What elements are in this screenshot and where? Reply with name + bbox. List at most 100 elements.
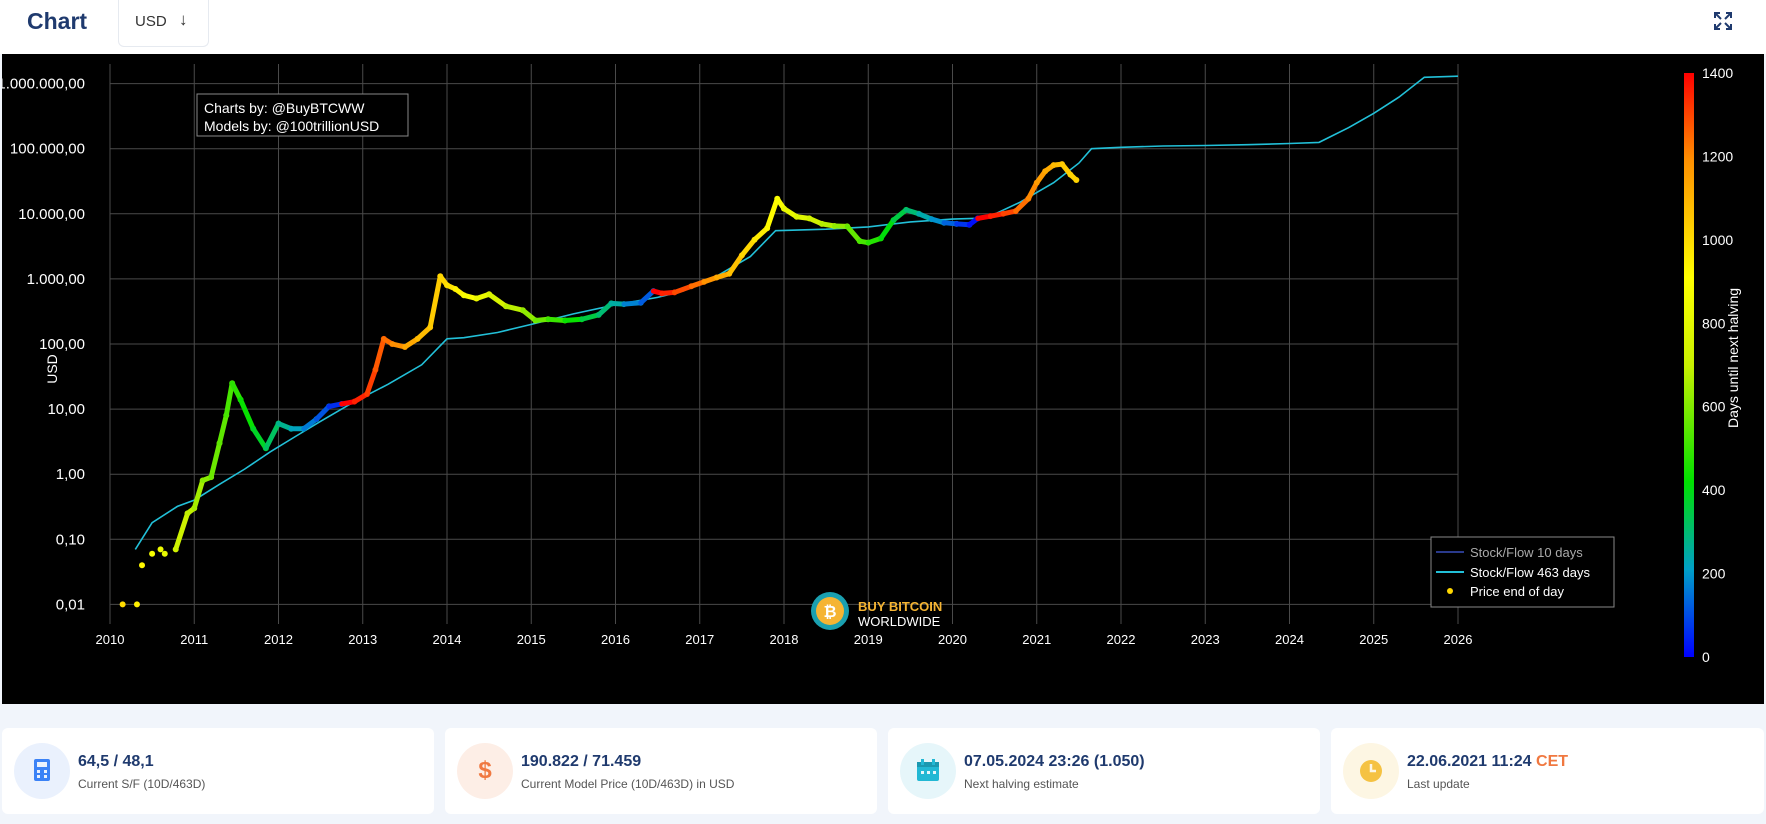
- series-stock-flow-463: [134, 75, 1459, 550]
- price-point: [149, 550, 156, 557]
- price-segment: [229, 380, 244, 403]
- y-tick-label: 100.000,00: [10, 141, 85, 158]
- x-tick-label: 2018: [770, 632, 799, 647]
- colorbar: 0 200 400 600 800 1000 1200 1400 Days until nex…: [1684, 65, 1741, 665]
- stats-cards: 64,5 / 48,1 Current S/F (10D/463D) $ 190…: [0, 718, 1766, 824]
- fullscreen-icon[interactable]: [1712, 10, 1734, 32]
- x-tick-label: 2011: [180, 632, 208, 647]
- x-tick-label: 2016: [601, 632, 630, 647]
- price-segment: [844, 223, 863, 244]
- clock-icon: [1343, 743, 1399, 799]
- price-segment: [217, 412, 229, 446]
- colorbar-ticks: 0 200 400 600 800 1000 1200 1400: [1702, 65, 1733, 665]
- top-bar: Chart USD ↓: [0, 0, 1766, 54]
- bitcoin-logo-icon: ₿: [811, 592, 849, 630]
- y-axis-label: USD: [44, 354, 60, 384]
- series-price-end-of-day: [119, 161, 1080, 608]
- x-tick-label: 2026: [1444, 632, 1473, 647]
- x-tick-label: 2020: [938, 632, 967, 647]
- x-tick-label: 2024: [1275, 632, 1304, 647]
- price-segment: [238, 397, 256, 432]
- price-point: [119, 601, 126, 608]
- colorbar-tick-label: 400: [1702, 482, 1726, 498]
- card-next-halving: 07.05.2024 23:26 (1.050) Next halving es…: [888, 728, 1320, 814]
- y-axis: 0,01 0,10 1,00 10,00 100,00 1.000,00 10.000,00…: [2, 76, 85, 614]
- colorbar-tick-label: 1200: [1702, 148, 1733, 164]
- price-point: [139, 562, 146, 569]
- price-segment: [427, 273, 443, 330]
- price-segment: [372, 336, 387, 373]
- y-tick-label: 100,00: [39, 336, 85, 353]
- dollar-icon: $: [457, 743, 513, 799]
- x-tick-label: 2022: [1107, 632, 1136, 647]
- credits-box: Charts by: @BuyBTCWW Models by: @100tril…: [196, 93, 409, 137]
- y-tick-label: 0,01: [56, 596, 85, 613]
- price-segment: [191, 478, 206, 511]
- legend-swatch-price: [1447, 588, 1453, 594]
- x-tick-label: 2015: [517, 632, 546, 647]
- price-segment: [364, 367, 378, 397]
- current-sf-label: Current S/F (10D/463D): [78, 777, 206, 791]
- chart-grid: [109, 64, 1459, 624]
- chart-area: 2010 2011 2012 2013 2014 2015 2016 2017 2018 2019…: [2, 54, 1764, 704]
- card-last-update: 22.06.2021 11:24 CET Last update: [1331, 728, 1764, 814]
- colorbar-tick-label: 200: [1702, 566, 1726, 582]
- x-tick-label: 2017: [685, 632, 714, 647]
- y-tick-label: 1,00: [56, 466, 85, 483]
- x-axis: 2010 2011 2012 2013 2014 2015 2016 2017 2018 2019…: [96, 632, 1473, 647]
- price-segment: [739, 237, 758, 258]
- arrow-down-icon: ↓: [179, 10, 188, 29]
- currency-select-label: USD: [135, 13, 167, 30]
- watermark: ₿ BUY BITCOIN WORLDWIDE: [811, 592, 942, 630]
- price-segment: [764, 196, 780, 231]
- model-price-value: 190.822 / 71.459: [521, 753, 642, 770]
- y-tick-label: 10.000,00: [18, 206, 85, 223]
- colorbar-tick-label: 0: [1702, 649, 1710, 665]
- price-segment: [173, 510, 191, 552]
- y-tick-label: 10,00: [47, 401, 85, 418]
- x-tick-label: 2025: [1359, 632, 1388, 647]
- chart-canvas: 2010 2011 2012 2013 2014 2015 2016 2017 2018 2019…: [2, 64, 1741, 665]
- y-tick-label: 1.000,00: [27, 271, 85, 288]
- last-update-label: Last update: [1407, 777, 1470, 791]
- last-update-value: 22.06.2021 11:24 CET: [1407, 753, 1569, 770]
- credits-models: Models by: @100trillionUSD: [204, 118, 379, 134]
- watermark-line2: WORLDWIDE: [858, 614, 941, 629]
- colorbar-tick-label: 800: [1702, 315, 1726, 331]
- x-tick-label: 2010: [96, 632, 125, 647]
- watermark-line1: BUY BITCOIN: [858, 599, 942, 614]
- price-point: [157, 546, 164, 553]
- colorbar-label: Days until next halving: [1725, 288, 1741, 428]
- svg-text:₿: ₿: [823, 603, 836, 621]
- page-title: Chart: [27, 8, 88, 34]
- price-point: [133, 601, 140, 608]
- currency-select[interactable]: USD ↓: [118, 0, 209, 47]
- sf463-line: [134, 75, 1459, 550]
- timezone-label: CET: [1536, 753, 1569, 770]
- credits-charts: Charts by: @BuyBTCWW: [204, 100, 365, 116]
- next-halving-label: Next halving estimate: [964, 777, 1079, 791]
- current-sf-value: 64,5 / 48,1: [78, 753, 154, 770]
- x-tick-label: 2014: [433, 632, 462, 647]
- x-tick-label: 2021: [1022, 632, 1051, 647]
- model-price-label: Current Model Price (10D/463D) in USD: [521, 777, 735, 791]
- x-tick-label: 2012: [264, 632, 293, 647]
- next-halving-value: 07.05.2024 23:26 (1.050): [964, 753, 1145, 770]
- price-segment: [250, 426, 269, 451]
- price-point: [161, 550, 168, 557]
- x-tick-label: 2019: [854, 632, 883, 647]
- x-tick-label: 2023: [1191, 632, 1220, 647]
- price-segment: [263, 421, 281, 451]
- colorbar-gradient: [1684, 73, 1694, 657]
- price-segment: [223, 380, 235, 418]
- calculator-icon: [14, 743, 70, 799]
- calendar-icon: [900, 743, 956, 799]
- price-segment: [1025, 180, 1040, 202]
- x-tick-label: 2013: [348, 632, 377, 647]
- price-segment: [208, 440, 223, 480]
- y-tick-label: 0,10: [56, 531, 85, 548]
- price-segment: [878, 217, 897, 241]
- price-segment: [726, 252, 745, 277]
- price-point: [1073, 177, 1080, 184]
- price-segment: [486, 291, 509, 309]
